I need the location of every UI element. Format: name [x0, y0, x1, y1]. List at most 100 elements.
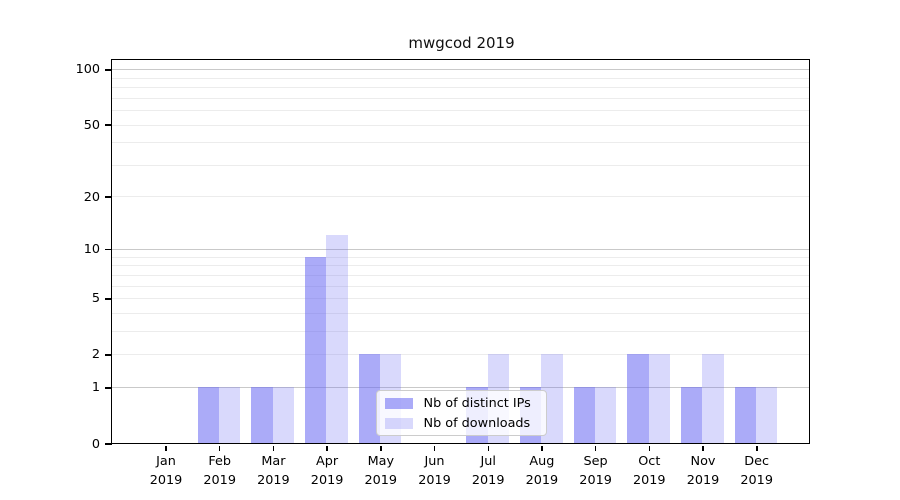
x-tick-sep — [594, 445, 597, 452]
y-tick-20 — [105, 196, 112, 198]
x-tick-label-year: 2019 — [525, 473, 559, 488]
x-tick-nov — [702, 445, 704, 452]
legend-item-downloads: Nb of downloads — [384, 415, 538, 431]
x-tick-label-month: Dec — [744, 454, 770, 469]
x-tick-label-year: 2019 — [740, 473, 773, 488]
x-tick-aug — [541, 445, 543, 452]
gridline-minor-3 — [112, 330, 810, 332]
x-tick-label-dec: Dec 2019 — [715, 452, 799, 490]
x-tick-label-month: Jul — [480, 454, 496, 469]
x-tick-label-jun: Jun 2019 — [393, 452, 477, 490]
bar-aug-downloads — [541, 354, 563, 444]
bar-dec-downloads — [756, 387, 778, 444]
y-tick-10 — [105, 248, 112, 251]
bar-sep-downloads — [594, 387, 617, 444]
gridline-major-1 — [112, 387, 810, 389]
bar-nov-distinct-ips — [681, 387, 703, 444]
y-tick-0 — [105, 443, 112, 445]
x-tick-label-oct: Oct 2019 — [607, 452, 691, 490]
gridline-minor-60 — [112, 110, 810, 112]
y-tick-label-20: 20 — [83, 189, 100, 205]
bar-apr-downloads — [326, 235, 348, 444]
y-tick-2 — [105, 354, 112, 356]
x-tick-label-month: Jun — [424, 454, 445, 469]
y-tick-label-2: 2 — [91, 347, 100, 363]
gridline-major-10 — [112, 248, 810, 250]
x-tick-apr — [326, 445, 328, 452]
x-tick-label-month: Nov — [690, 454, 716, 469]
bar-may-distinct-ips — [358, 354, 381, 444]
legend-swatch-distinct-ips — [384, 397, 413, 409]
x-tick-label-may: May 2019 — [339, 452, 423, 490]
x-tick-mar — [272, 445, 275, 452]
x-tick-oct — [648, 445, 650, 452]
bar-sep-distinct-ips — [573, 387, 595, 444]
x-tick-label-month: Apr — [316, 454, 339, 469]
x-tick-label-month: Aug — [529, 454, 555, 469]
gridline-minor-8 — [112, 265, 810, 267]
legend-label-distinct-ips: Nb of distinct IPs — [423, 395, 531, 411]
gridline-minor-5 — [112, 298, 810, 300]
plot-area — [111, 59, 811, 445]
bar-oct-distinct-ips — [627, 354, 649, 444]
x-tick-label-month: Oct — [638, 454, 661, 469]
x-tick-jan — [165, 445, 167, 452]
x-tick-label-year: 2019 — [471, 473, 505, 488]
gridline-minor-50 — [112, 124, 810, 126]
x-tick-label-jan: Jan 2019 — [124, 452, 208, 490]
gridline-major-100 — [112, 69, 810, 71]
x-tick-dec — [756, 445, 758, 452]
x-tick-label-month: Mar — [261, 454, 286, 469]
gridline-minor-30 — [112, 164, 810, 166]
x-tick-label-year: 2019 — [579, 473, 612, 488]
y-tick-label-50: 50 — [83, 117, 100, 133]
legend-label-downloads: Nb of downloads — [423, 415, 531, 431]
bar-oct-downloads — [648, 354, 670, 444]
y-tick-50 — [105, 124, 112, 126]
x-tick-label-year: 2019 — [257, 473, 290, 488]
bar-dec-distinct-ips — [734, 387, 757, 444]
x-tick-jul — [487, 445, 489, 452]
y-tick-5 — [105, 298, 112, 300]
gridline-minor-70 — [112, 97, 810, 99]
x-tick-jun — [433, 445, 436, 452]
chart-title: mwgcod 2019 — [408, 34, 515, 52]
gridline-minor-6 — [112, 285, 810, 287]
y-tick-label-1: 1 — [91, 380, 100, 396]
x-tick-label-year: 2019 — [203, 473, 236, 488]
x-tick-label-year: 2019 — [149, 473, 183, 488]
x-tick-label-aug: Aug 2019 — [500, 452, 584, 490]
gridline-minor-9 — [112, 256, 810, 258]
gridline-minor-4 — [112, 312, 810, 314]
x-tick-label-apr: Apr 2019 — [285, 452, 369, 490]
y-tick-1 — [105, 387, 112, 389]
gridline-minor-40 — [112, 142, 810, 144]
x-tick-label-year: 2019 — [418, 473, 451, 488]
bar-apr-distinct-ips — [305, 256, 327, 444]
gridline-minor-2 — [112, 354, 810, 356]
x-tick-label-month: Sep — [583, 454, 608, 469]
y-tick-100 — [105, 69, 112, 71]
x-tick-may — [380, 445, 382, 452]
x-tick-label-month: May — [367, 454, 395, 469]
x-tick-label-year: 2019 — [364, 473, 398, 488]
y-tick-label-100: 100 — [75, 62, 100, 78]
x-tick-label-year: 2019 — [633, 473, 666, 488]
bar-mar-distinct-ips — [251, 387, 273, 444]
x-tick-label-year: 2019 — [686, 473, 720, 488]
x-tick-label-sep: Sep 2019 — [554, 452, 638, 490]
y-tick-label-5: 5 — [91, 291, 100, 307]
bar-mar-downloads — [272, 387, 295, 444]
y-tick-label-10: 10 — [83, 242, 100, 258]
bar-feb-distinct-ips — [197, 387, 220, 444]
bar-nov-downloads — [702, 354, 724, 444]
y-tick-label-0: 0 — [91, 436, 100, 452]
legend: Nb of distinct IPs Nb of downloads — [375, 390, 547, 436]
x-tick-label-jul: Jul 2019 — [446, 452, 530, 490]
legend-swatch-downloads — [384, 417, 413, 429]
bar-feb-downloads — [219, 387, 241, 444]
gridline-minor-20 — [112, 196, 810, 198]
x-tick-feb — [218, 445, 221, 452]
gridline-minor-90 — [112, 77, 810, 79]
